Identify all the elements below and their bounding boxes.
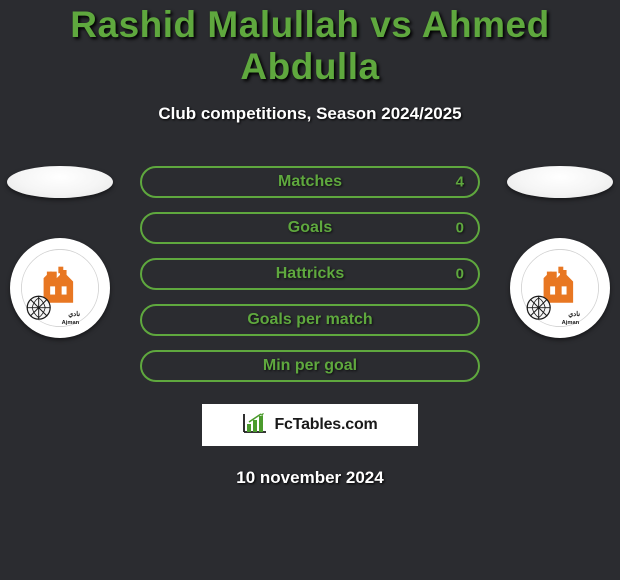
player-left-column: نادي Ajman	[0, 166, 120, 338]
stat-label: Goals per match	[247, 311, 372, 329]
player-right-column: نادي Ajman	[500, 166, 620, 338]
subtitle: Club competitions, Season 2024/2025	[0, 104, 620, 124]
date-label: 10 november 2024	[0, 468, 620, 488]
svg-text:نادي: نادي	[68, 310, 80, 319]
club-logo-left: نادي Ajman	[10, 238, 110, 338]
stat-row: Hattricks 0	[140, 258, 480, 290]
stat-row: Goals per match	[140, 304, 480, 336]
stat-label: Goals	[288, 219, 332, 237]
stat-value: 4	[456, 174, 464, 191]
svg-text:Ajman: Ajman	[62, 320, 80, 326]
comparison-area: نادي Ajman نادي Ajman	[0, 166, 620, 488]
ajman-club-icon: نادي Ajman	[519, 247, 601, 329]
stat-row: Matches 4	[140, 166, 480, 198]
stats-list: Matches 4 Goals 0 Hattricks 0 Goals per …	[140, 166, 480, 382]
brand-label: FcTables.com	[274, 416, 377, 434]
stat-row: Min per goal	[140, 350, 480, 382]
player-right-placeholder	[507, 166, 613, 198]
stat-row: Goals 0	[140, 212, 480, 244]
stat-value: 0	[456, 266, 464, 283]
svg-text:Ajman: Ajman	[562, 320, 580, 326]
bar-chart-icon	[242, 412, 268, 439]
club-logo-right: نادي Ajman	[510, 238, 610, 338]
ajman-club-icon: نادي Ajman	[19, 247, 101, 329]
page-title: Rashid Malullah vs Ahmed Abdulla	[0, 4, 620, 88]
stat-label: Matches	[278, 173, 342, 191]
brand-box: FcTables.com	[202, 404, 418, 446]
stat-label: Min per goal	[263, 357, 357, 375]
svg-text:نادي: نادي	[568, 310, 580, 319]
stat-value: 0	[456, 220, 464, 237]
player-left-placeholder	[7, 166, 113, 198]
stat-label: Hattricks	[276, 265, 344, 283]
